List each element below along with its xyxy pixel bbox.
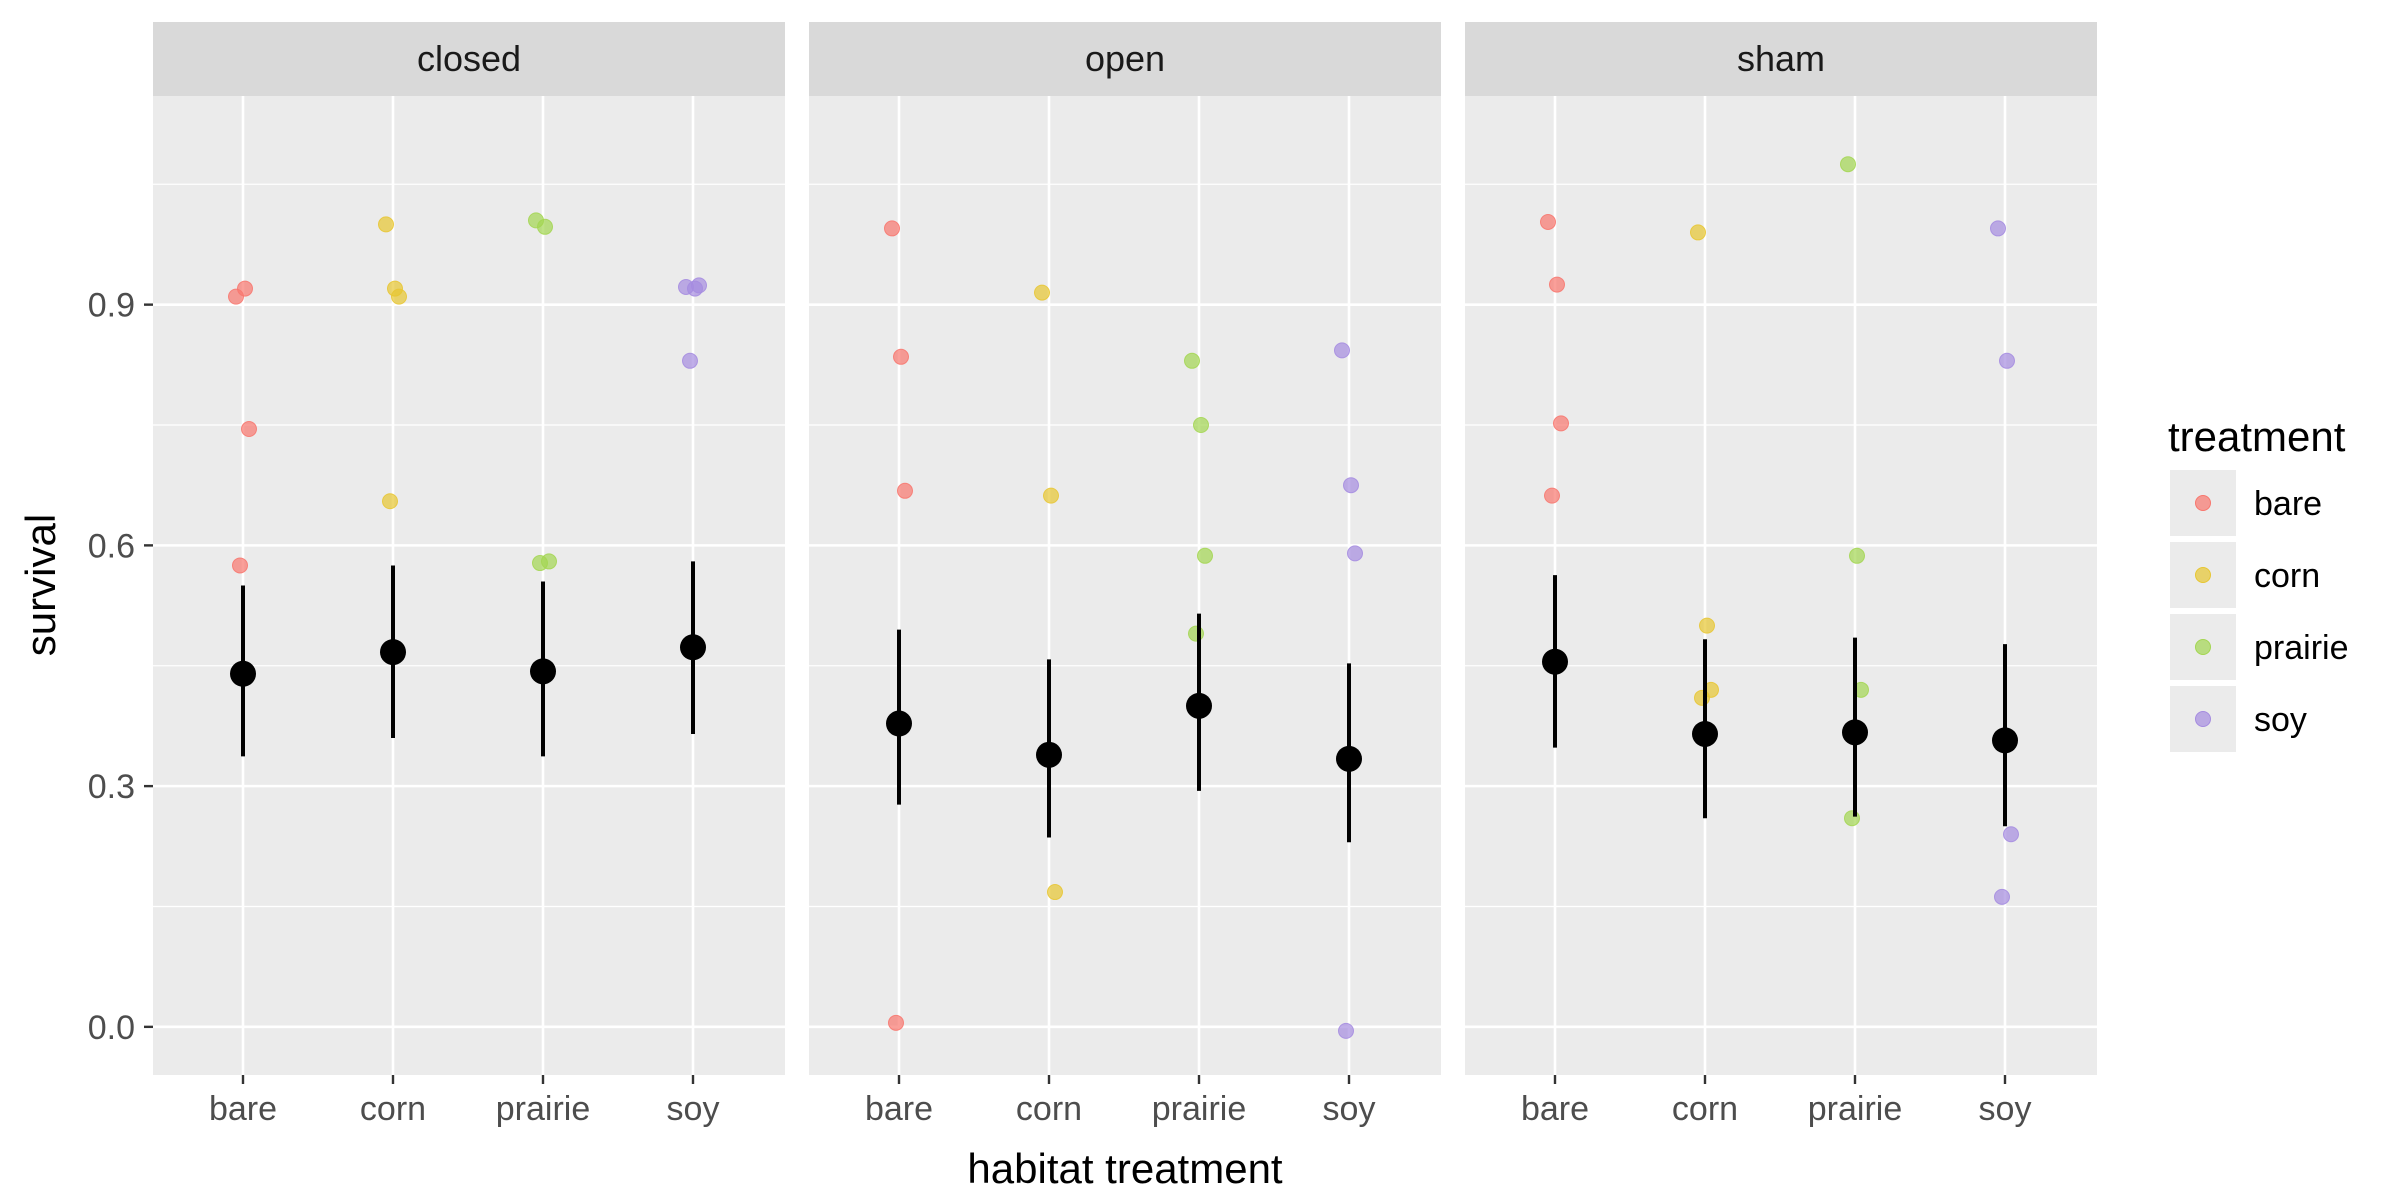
data-point-bare bbox=[893, 348, 909, 365]
mean-point-prairie bbox=[1842, 719, 1868, 746]
data-point-corn bbox=[382, 493, 398, 510]
x-tick-label-prairie: prairie bbox=[1152, 1090, 1246, 1128]
facet-label-closed: closed bbox=[417, 38, 521, 79]
legend-swatch bbox=[2195, 711, 2211, 727]
panel-sham: sham bbox=[1465, 22, 2097, 1075]
legend-entry-corn: corn bbox=[2170, 542, 2320, 608]
x-tick-label-soy: soy bbox=[667, 1090, 720, 1128]
y-axis: 0.0 0.3 0.6 0.9 bbox=[88, 287, 153, 1047]
facet-strip bbox=[153, 22, 785, 96]
mean-point-bare bbox=[1542, 648, 1568, 675]
data-point-prairie bbox=[1197, 547, 1213, 564]
y-tick-label: 0.9 bbox=[88, 287, 135, 325]
data-point-soy bbox=[691, 277, 707, 294]
data-point-soy bbox=[1994, 888, 2010, 905]
data-point-corn bbox=[378, 216, 394, 233]
mean-point-prairie bbox=[530, 658, 556, 685]
facet-strip bbox=[809, 22, 1441, 96]
y-tick-label: 0.0 bbox=[88, 1009, 135, 1047]
mean-point-soy bbox=[680, 634, 706, 661]
panel-closed: closed bbox=[153, 22, 785, 1075]
mean-point-corn bbox=[1036, 741, 1062, 768]
y-tick-label: 0.6 bbox=[88, 527, 135, 565]
legend-label: corn bbox=[2254, 557, 2320, 595]
x-tick-label-prairie: prairie bbox=[496, 1090, 590, 1128]
x-tick-label-corn: corn bbox=[360, 1090, 426, 1128]
data-point-corn bbox=[1699, 617, 1715, 634]
data-point-soy bbox=[682, 352, 698, 369]
data-point-soy bbox=[1338, 1022, 1354, 1039]
data-point-soy bbox=[1343, 477, 1359, 494]
data-point-bare bbox=[1549, 276, 1565, 293]
facet-strip bbox=[1465, 22, 2097, 96]
data-point-bare bbox=[232, 557, 248, 574]
x-tick-label-prairie: prairie bbox=[1808, 1090, 1902, 1128]
legend-title: treatment bbox=[2168, 413, 2346, 460]
mean-point-corn bbox=[380, 639, 406, 666]
panel-background bbox=[1465, 96, 2097, 1075]
data-point-prairie bbox=[1844, 810, 1860, 827]
data-point-soy bbox=[1334, 342, 1350, 359]
legend-swatch bbox=[2195, 639, 2211, 655]
panel-background bbox=[153, 96, 785, 1075]
legend-label: bare bbox=[2254, 485, 2322, 523]
x-tick-label-corn: corn bbox=[1672, 1090, 1738, 1128]
data-point-corn bbox=[1043, 487, 1059, 504]
data-point-bare bbox=[884, 220, 900, 237]
facet-label-open: open bbox=[1085, 38, 1165, 79]
legend: treatment bare corn prairie soy bbox=[2168, 413, 2348, 752]
mean-point-bare bbox=[886, 710, 912, 737]
data-point-bare bbox=[897, 482, 913, 499]
data-point-bare bbox=[241, 421, 257, 438]
legend-entry-soy: soy bbox=[2170, 686, 2307, 752]
x-tick-label-bare: bare bbox=[209, 1090, 277, 1128]
mean-point-bare bbox=[230, 660, 256, 687]
data-point-corn bbox=[1694, 689, 1710, 706]
data-point-soy bbox=[2003, 826, 2019, 843]
data-point-bare bbox=[888, 1014, 904, 1031]
data-point-prairie bbox=[532, 555, 548, 572]
panel-background bbox=[809, 96, 1441, 1075]
data-point-prairie bbox=[1184, 352, 1200, 369]
legend-label: prairie bbox=[2254, 629, 2348, 667]
data-point-corn bbox=[1034, 284, 1050, 301]
legend-entry-prairie: prairie bbox=[2170, 614, 2348, 680]
data-point-corn bbox=[1047, 884, 1063, 901]
y-axis-title: survival bbox=[17, 514, 64, 656]
data-point-prairie bbox=[1188, 625, 1204, 642]
data-point-prairie bbox=[1840, 156, 1856, 173]
data-point-bare bbox=[1544, 487, 1560, 504]
data-point-bare bbox=[1540, 213, 1556, 230]
x-axis-title: habitat treatment bbox=[967, 1145, 1283, 1192]
data-point-soy bbox=[1990, 220, 2006, 237]
facet-label-sham: sham bbox=[1737, 38, 1825, 79]
facet-panels: closed open sham bbox=[153, 22, 2097, 1075]
data-point-bare bbox=[1553, 415, 1569, 432]
x-axis: bare corn prairie soy bare corn prairie soy bare… bbox=[209, 1075, 2031, 1128]
mean-point-corn bbox=[1692, 720, 1718, 747]
legend-swatch bbox=[2195, 567, 2211, 583]
mean-point-soy bbox=[1336, 745, 1362, 772]
data-point-soy bbox=[1999, 352, 2015, 369]
x-tick-label-bare: bare bbox=[865, 1090, 933, 1128]
mean-point-prairie bbox=[1186, 692, 1212, 719]
legend-entry-bare: bare bbox=[2170, 470, 2322, 536]
data-point-prairie bbox=[1193, 417, 1209, 434]
x-tick-label-soy: soy bbox=[1323, 1090, 1376, 1128]
x-tick-label-bare: bare bbox=[1521, 1090, 1589, 1128]
y-tick-label: 0.3 bbox=[88, 768, 135, 806]
legend-label: soy bbox=[2254, 701, 2307, 739]
panel-open: open bbox=[809, 22, 1441, 1075]
data-point-corn bbox=[1690, 224, 1706, 241]
x-tick-label-corn: corn bbox=[1016, 1090, 1082, 1128]
mean-point-soy bbox=[1992, 727, 2018, 754]
data-point-prairie bbox=[537, 218, 553, 235]
x-tick-label-soy: soy bbox=[1979, 1090, 2032, 1128]
data-point-soy bbox=[1347, 545, 1363, 562]
data-point-bare bbox=[237, 280, 253, 297]
data-point-corn bbox=[391, 288, 407, 305]
data-point-prairie bbox=[1849, 547, 1865, 564]
legend-swatch bbox=[2195, 495, 2211, 511]
